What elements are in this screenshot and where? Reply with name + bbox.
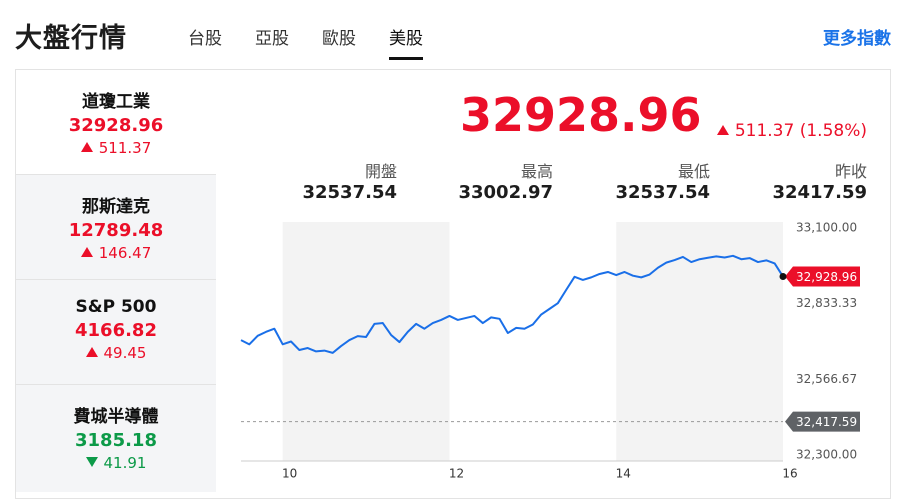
market-tab[interactable]: 亞股: [255, 29, 289, 49]
y-tick-label: 32,833.33: [796, 296, 857, 310]
index-name: 那斯達克: [82, 197, 150, 217]
y-tick-label: 33,100.00: [796, 221, 857, 235]
stat-label: 昨收: [834, 162, 867, 181]
quote-change-value: 511.37: [734, 121, 795, 141]
stat-value: 32417.59: [772, 182, 867, 203]
current-label: 32,928.96: [796, 270, 857, 284]
quote-change: 511.37 (1.58%): [716, 121, 867, 141]
x-tick-label: 10: [282, 467, 297, 481]
index-change: 146.47: [16, 244, 216, 262]
index-value: 3185.18: [75, 430, 157, 451]
more-link[interactable]: 更多指數: [823, 29, 891, 49]
index-value: 4166.82: [75, 320, 157, 341]
market-tab[interactable]: 美股: [389, 24, 423, 60]
hour-band: [282, 222, 450, 461]
page-title: 大盤行情: [15, 23, 127, 54]
hour-band: [616, 222, 783, 461]
quote-price: 32928.96: [460, 88, 702, 142]
index-value: 12789.48: [68, 220, 164, 241]
current-tag: [785, 266, 860, 287]
stat-label: 開盤: [364, 162, 397, 181]
index-change: 41.91: [16, 454, 216, 472]
index-name: S&P 500: [75, 297, 157, 317]
index-change-value: 511.37: [98, 139, 152, 157]
index-item[interactable]: 費城半導體 3185.18 41.91: [16, 385, 216, 492]
stat-label: 最低: [677, 162, 710, 181]
quote-change-pct: (1.58%): [799, 121, 867, 141]
current-dot: [779, 273, 787, 281]
stat-value: 33002.97: [458, 182, 553, 203]
index-change-value: 49.45: [103, 344, 147, 362]
market-tab[interactable]: 歐股: [322, 29, 356, 49]
index-name: 道瓊工業: [82, 92, 150, 112]
market-tab[interactable]: 台股: [188, 29, 222, 49]
index-value: 32928.96: [68, 115, 164, 136]
index-item[interactable]: 那斯達克 12789.48 146.47: [16, 175, 216, 280]
index-item[interactable]: 道瓊工業 32928.96 511.37: [16, 70, 216, 175]
price-line: [240, 254, 784, 354]
index-change: 49.45: [16, 344, 216, 362]
stat-label: 最高: [520, 162, 553, 181]
prev-close-tag: [785, 411, 860, 432]
index-item[interactable]: S&P 500 4166.82 49.45: [16, 280, 216, 385]
x-tick-label: 14: [616, 467, 631, 481]
index-name: 費城半導體: [73, 407, 159, 427]
index-change-value: 41.91: [103, 454, 147, 472]
y-tick-label: 32,300.00: [796, 448, 857, 462]
y-tick-label: 32,566.67: [796, 372, 857, 386]
index-change-value: 146.47: [98, 244, 152, 262]
x-tick-label: 12: [449, 467, 464, 481]
index-change: 511.37: [16, 139, 216, 157]
stat-value: 32537.54: [302, 182, 397, 203]
x-tick-label: 16: [782, 467, 797, 481]
prev-close-label: 32,417.59: [796, 415, 857, 429]
stat-value: 32537.54: [615, 182, 710, 203]
